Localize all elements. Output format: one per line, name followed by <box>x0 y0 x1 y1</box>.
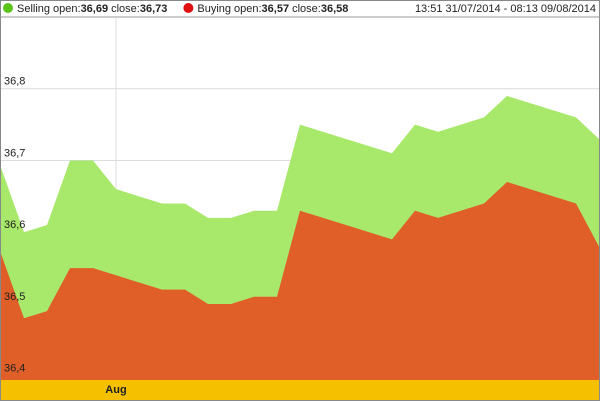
period: 13:51 31/07/2014 - 08:13 09/08/2014 <box>415 3 596 15</box>
legend-text: open: <box>234 3 262 15</box>
legend-text: close: <box>111 3 140 15</box>
y-tick-label: 36,7 <box>4 147 25 159</box>
legend-text: close: <box>292 3 321 15</box>
legend-text: Buying <box>197 3 231 15</box>
legend-marker <box>183 3 194 13</box>
y-tick-label: 36,4 <box>4 363 25 375</box>
y-tick-label: 36,6 <box>4 219 25 231</box>
legend-text: 36,57 <box>262 3 290 15</box>
x-axis-band <box>1 380 599 400</box>
legend-text: 36,58 <box>321 3 349 15</box>
legend-text: 36,69 <box>81 3 109 15</box>
x-tick-label: Aug <box>105 384 126 396</box>
area <box>1 182 599 380</box>
legend-text: open: <box>53 3 81 15</box>
legend-text: Selling <box>17 3 50 15</box>
y-tick-label: 36,8 <box>4 76 25 88</box>
legend-text: 36,73 <box>140 3 168 15</box>
legend-marker <box>3 3 13 13</box>
y-tick-label: 36,5 <box>4 291 25 303</box>
